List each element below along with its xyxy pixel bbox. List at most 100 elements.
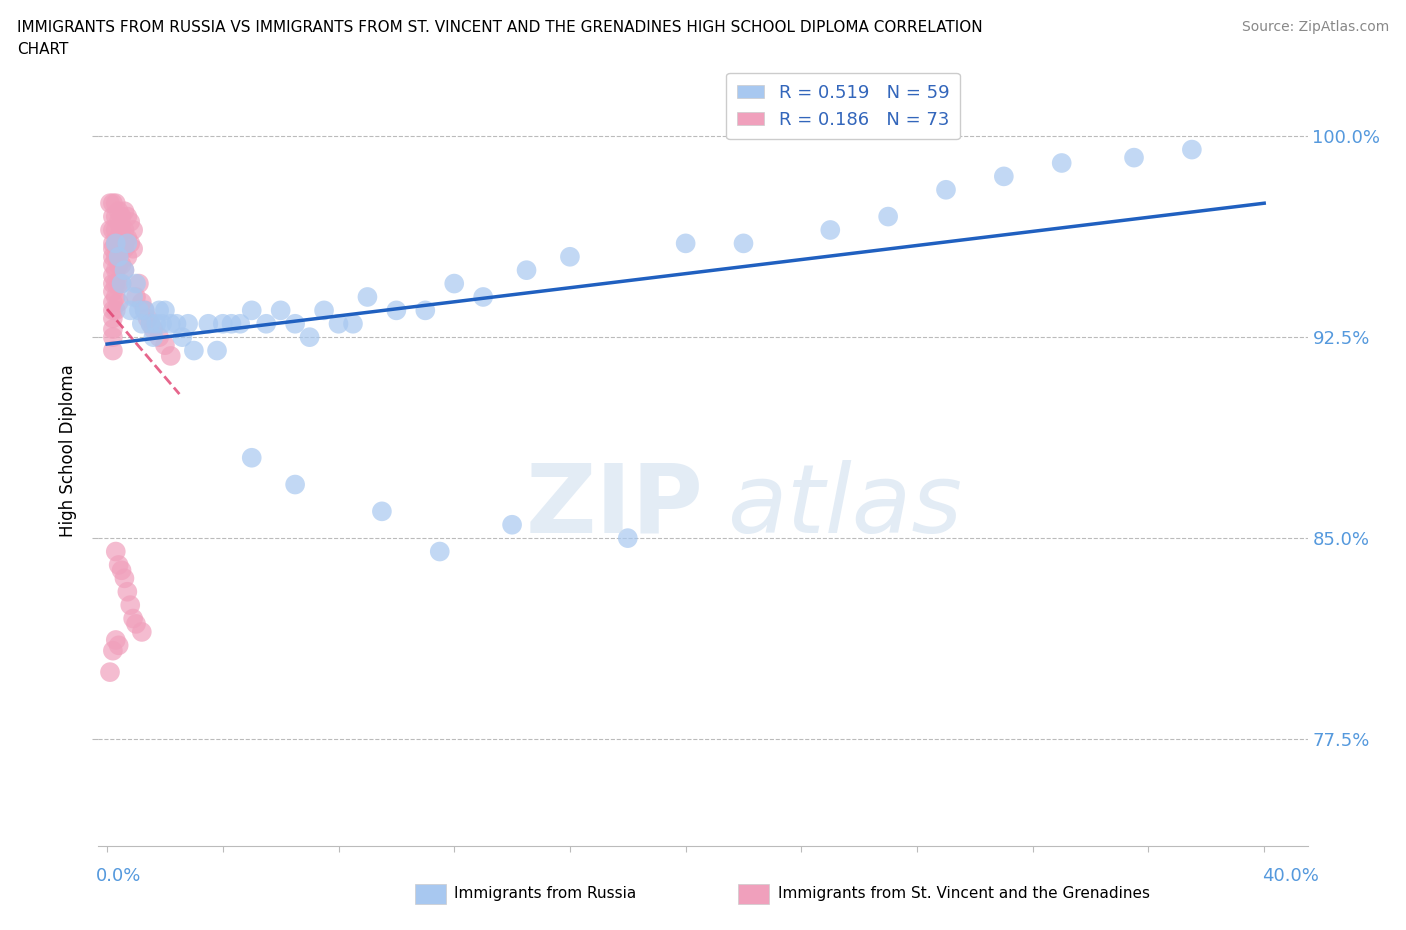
Point [298, 330, 321, 345]
Point [254, 316, 277, 331]
Point [101, 195, 124, 210]
Point [312, 303, 335, 318]
Point [159, 349, 181, 364]
Point [101, 330, 124, 345]
Point [211, 316, 233, 331]
Point [114, 222, 136, 237]
Point [515, 263, 537, 278]
Point [675, 236, 697, 251]
Point [145, 316, 167, 331]
Point [120, 215, 142, 230]
Point [1050, 155, 1073, 170]
Point [139, 316, 162, 331]
Point [1123, 150, 1146, 165]
Point [120, 598, 142, 613]
Point [120, 236, 142, 251]
Point [136, 311, 159, 325]
Point [101, 285, 124, 299]
Point [110, 563, 132, 578]
Point [122, 241, 145, 256]
Point [472, 289, 495, 304]
Point [270, 303, 292, 318]
Point [1181, 142, 1204, 157]
Point [229, 316, 252, 331]
Point [131, 316, 153, 331]
Point [107, 204, 129, 219]
Point [159, 316, 181, 331]
Point [101, 311, 124, 325]
Point [114, 571, 136, 586]
Text: 40.0%: 40.0% [1263, 867, 1319, 885]
Point [101, 209, 124, 224]
Point [101, 258, 124, 272]
Point [110, 276, 132, 291]
Point [101, 241, 124, 256]
Point [117, 236, 139, 251]
Point [98, 665, 121, 680]
Point [101, 644, 124, 658]
Point [128, 276, 150, 291]
Point [110, 241, 132, 256]
Point [107, 276, 129, 291]
Point [120, 303, 142, 318]
Point [107, 249, 129, 264]
Point [177, 316, 200, 331]
Point [820, 222, 842, 237]
Point [558, 249, 581, 264]
Point [98, 195, 121, 210]
Point [117, 209, 139, 224]
Point [134, 303, 156, 318]
Point [104, 289, 127, 304]
Point [284, 477, 307, 492]
Point [122, 222, 145, 237]
Point [104, 236, 127, 251]
Point [117, 231, 139, 246]
Point [131, 295, 153, 310]
Point [107, 241, 129, 256]
Point [197, 316, 219, 331]
Point [114, 241, 136, 256]
Point [101, 236, 124, 251]
Point [125, 276, 148, 291]
Point [107, 295, 129, 310]
Point [356, 289, 378, 304]
Point [142, 322, 165, 337]
Point [413, 303, 436, 318]
Point [101, 322, 124, 337]
Point [131, 624, 153, 639]
Point [284, 316, 307, 331]
Point [221, 316, 243, 331]
Point [104, 222, 127, 237]
Point [148, 330, 170, 345]
Point [110, 222, 132, 237]
Text: 0.0%: 0.0% [96, 867, 141, 885]
Text: Immigrants from Russia: Immigrants from Russia [454, 886, 637, 901]
Point [153, 338, 176, 352]
Text: IMMIGRANTS FROM RUSSIA VS IMMIGRANTS FROM ST. VINCENT AND THE GRENADINES HIGH SC: IMMIGRANTS FROM RUSSIA VS IMMIGRANTS FRO… [17, 20, 983, 35]
FancyBboxPatch shape [415, 884, 446, 904]
Point [107, 557, 129, 572]
Point [114, 263, 136, 278]
Point [104, 249, 127, 264]
Point [134, 303, 156, 318]
Point [125, 617, 148, 631]
Point [107, 638, 129, 653]
Point [114, 204, 136, 219]
Point [104, 276, 127, 291]
Legend: R = 0.519   N = 59, R = 0.186   N = 73: R = 0.519 N = 59, R = 0.186 N = 73 [725, 73, 960, 140]
Point [142, 330, 165, 345]
Point [429, 544, 451, 559]
Point [342, 316, 364, 331]
Point [107, 258, 129, 272]
Point [107, 215, 129, 230]
Point [501, 517, 523, 532]
Text: Source: ZipAtlas.com: Source: ZipAtlas.com [1241, 20, 1389, 34]
Point [617, 531, 640, 546]
Point [110, 209, 132, 224]
Point [117, 584, 139, 599]
Point [122, 289, 145, 304]
Point [104, 209, 127, 224]
FancyBboxPatch shape [738, 884, 769, 904]
Text: atlas: atlas [727, 460, 962, 552]
Point [101, 222, 124, 237]
